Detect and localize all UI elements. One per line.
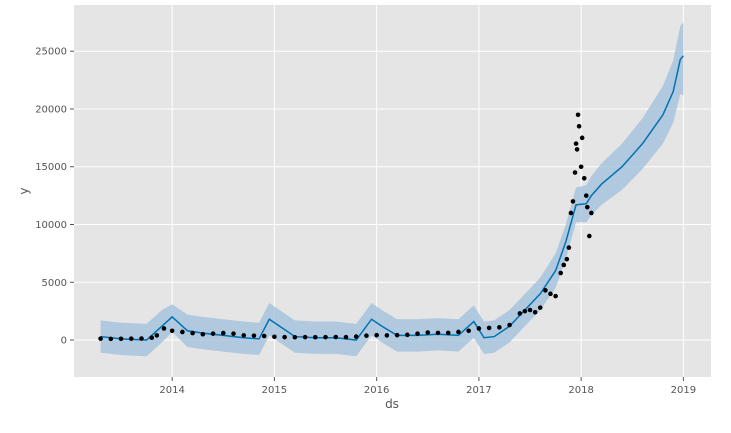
observed-point [445, 330, 451, 336]
observed-point [543, 288, 548, 293]
observed-point [522, 308, 528, 314]
observed-point [149, 335, 155, 341]
x-tick-label: 2016 [364, 385, 389, 396]
observed-point [548, 291, 553, 297]
observed-point [527, 307, 533, 313]
observed-point [589, 210, 594, 216]
observed-point [251, 333, 257, 338]
y-tick-label: 20000 [35, 104, 67, 115]
observed-point [292, 334, 298, 340]
observed-point [302, 334, 308, 340]
observed-point [574, 147, 580, 152]
observed-point [435, 330, 441, 336]
observed-point [537, 305, 543, 310]
x-tick-label: 2015 [262, 385, 287, 396]
observed-point [575, 112, 581, 118]
observed-point [415, 331, 420, 336]
observed-point [568, 210, 574, 216]
observed-point [323, 334, 328, 340]
observed-point [576, 124, 582, 129]
observed-point [570, 199, 576, 204]
observed-point [456, 329, 461, 335]
observed-point [486, 325, 492, 331]
uncertainty-band [100, 22, 684, 357]
x-tick-label: 2019 [671, 385, 696, 396]
observed-point [572, 170, 578, 175]
observed-point [532, 310, 538, 315]
y-tick-label: 0 [61, 336, 67, 347]
observed-point [579, 135, 585, 141]
observed-point [241, 333, 247, 338]
observed-point [118, 336, 124, 342]
observed-point [108, 336, 114, 342]
observed-point [584, 204, 590, 210]
observed-point [190, 330, 195, 336]
x-tick-label: 2014 [159, 385, 184, 396]
observed-point [476, 326, 482, 331]
observed-point [581, 175, 587, 181]
x-tick-label: 2017 [466, 385, 491, 396]
y-tick-label: 10000 [35, 220, 67, 231]
observed-point [394, 332, 400, 338]
observed-point [128, 336, 134, 341]
observed-point [497, 325, 502, 330]
observed-point [261, 333, 267, 339]
observed-point [353, 334, 359, 339]
observed-point [583, 193, 589, 198]
observed-point [364, 333, 369, 338]
observed-point [210, 331, 216, 336]
observed-point [384, 333, 390, 338]
observed-point [98, 336, 103, 341]
observed-point [313, 334, 318, 340]
x-axis-label: ds [385, 397, 399, 411]
y-tick-label: 5000 [42, 278, 67, 289]
observed-point [466, 328, 471, 334]
observed-point [154, 333, 160, 338]
y-tick-label: 15000 [35, 162, 67, 173]
observed-point [333, 334, 339, 340]
observed-point [558, 270, 563, 276]
observed-point [561, 262, 567, 268]
observed-point [405, 332, 410, 338]
observed-point [517, 311, 523, 316]
observed-point [139, 336, 144, 341]
observed-point [564, 256, 570, 262]
observed-point [578, 164, 584, 170]
observed-point [587, 233, 592, 239]
y-axis-label: y [17, 187, 31, 194]
observed-point [282, 334, 287, 340]
observed-point [553, 293, 558, 299]
observed-point [573, 141, 579, 146]
y-tick-label: 25000 [35, 47, 67, 58]
observed-point [343, 334, 349, 340]
observed-point [566, 245, 572, 250]
observed-point [161, 326, 167, 331]
observed-point [507, 322, 512, 328]
observed-point [220, 330, 226, 336]
observed-point [231, 331, 236, 336]
observed-point [425, 330, 431, 335]
observed-point [272, 334, 277, 340]
observed-point [200, 331, 206, 337]
observed-point [180, 329, 185, 335]
x-tick-label: 2018 [568, 385, 593, 396]
observed-point [169, 328, 175, 334]
observed-point [374, 332, 379, 338]
